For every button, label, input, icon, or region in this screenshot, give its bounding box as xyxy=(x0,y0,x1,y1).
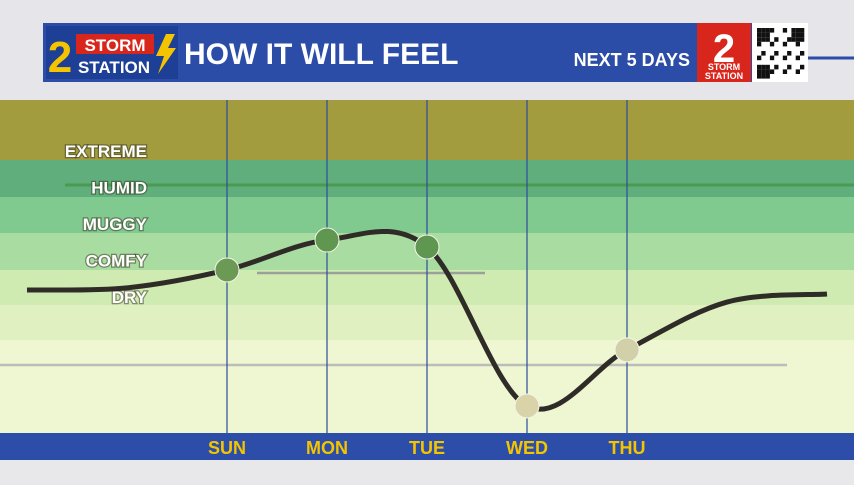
qr-cell xyxy=(765,74,770,79)
badge-number: 2 xyxy=(713,27,735,71)
x-tick-label: SUN xyxy=(208,438,246,458)
x-tick-label: THU xyxy=(609,438,646,458)
qr-cell xyxy=(782,28,788,33)
data-point xyxy=(314,227,340,253)
qr-cell xyxy=(765,32,770,38)
qr-cell xyxy=(782,41,788,47)
qr-cell xyxy=(800,64,805,70)
qr-cell xyxy=(795,41,800,47)
y-tick-label: MUGGY xyxy=(83,215,148,234)
day-bar xyxy=(0,433,854,460)
y-tick-label: DRY xyxy=(112,288,148,307)
qr-cell xyxy=(800,32,805,38)
qr-cell xyxy=(757,28,762,33)
qr-cell xyxy=(765,37,770,42)
qr-cell xyxy=(795,28,800,33)
qr-cell xyxy=(774,64,779,70)
qr-cell xyxy=(757,41,762,47)
badge-bottom: STATION xyxy=(705,71,743,81)
y-tick-label: EXTREME xyxy=(65,142,147,161)
y-tick-label: COMFY xyxy=(86,251,148,270)
logo-top: STORM xyxy=(84,36,145,55)
qr-cell xyxy=(757,55,762,61)
qr-cell xyxy=(774,51,779,56)
qr-cell xyxy=(795,37,800,42)
qr-cell xyxy=(761,64,766,70)
qr-cell xyxy=(761,69,766,74)
logo-storm-bg xyxy=(76,34,154,54)
data-point xyxy=(514,393,540,419)
qr-cell xyxy=(791,32,796,38)
qr-cell xyxy=(774,37,779,42)
qr-cell xyxy=(795,69,800,74)
qr-cell xyxy=(787,51,792,56)
header-subtitle: NEXT 5 DAYS xyxy=(574,50,690,70)
x-tick-label: MON xyxy=(306,438,348,458)
qr-cell xyxy=(757,37,762,42)
qr-cell xyxy=(800,37,805,42)
data-point xyxy=(214,257,240,283)
qr-cell xyxy=(782,55,788,61)
qr-cell xyxy=(769,69,775,74)
qr-cell xyxy=(769,41,775,47)
qr-cell xyxy=(800,28,805,33)
qr-cell xyxy=(791,28,796,33)
qr-cell xyxy=(765,64,770,70)
qr-cell xyxy=(761,51,766,56)
qr-cell xyxy=(791,37,796,42)
data-point xyxy=(614,337,640,363)
qr-cell xyxy=(757,74,762,79)
qr-cell xyxy=(787,64,792,70)
bolt-icon xyxy=(156,34,176,74)
qr-cell xyxy=(761,74,766,79)
qr-cell xyxy=(761,32,766,38)
qr-cell xyxy=(757,69,762,74)
qr-cell xyxy=(769,55,775,61)
qr-cell xyxy=(800,51,805,56)
data-point xyxy=(414,234,440,260)
qr-cell xyxy=(769,28,775,33)
badge-top: STORM xyxy=(708,62,740,72)
qr-cell xyxy=(795,32,800,38)
qr-cell xyxy=(765,69,770,74)
qr-cell xyxy=(757,64,762,70)
qr-cell xyxy=(757,32,762,38)
logo-bottom: STATION xyxy=(78,58,150,77)
qr-cell xyxy=(765,28,770,33)
feel-line xyxy=(26,228,828,412)
x-tick-label: WED xyxy=(506,438,548,458)
qr-cell xyxy=(787,37,792,42)
badge xyxy=(697,23,751,82)
qr-cell xyxy=(782,69,788,74)
logo-number: 2 xyxy=(48,33,72,82)
y-tick-label: HUMID xyxy=(91,179,147,198)
header-title: HOW IT WILL FEEL xyxy=(184,38,458,71)
qr-cell xyxy=(761,28,766,33)
qr-cell xyxy=(761,37,766,42)
x-tick-label: TUE xyxy=(409,438,445,458)
qr-cell xyxy=(795,55,800,61)
